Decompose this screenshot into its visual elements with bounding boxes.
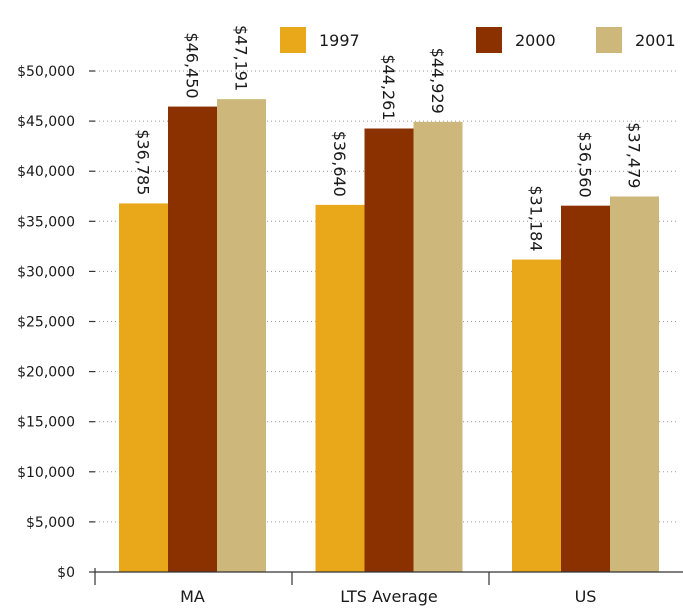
legend-swatch: [280, 27, 306, 53]
bar: [512, 259, 561, 572]
data-label: $31,184: [527, 185, 546, 251]
bars: [119, 99, 659, 573]
legend-label: 2000: [515, 31, 556, 50]
y-tick-label: $35,000: [17, 214, 75, 230]
y-tick-label: $10,000: [17, 465, 75, 481]
y-tick-label: $25,000: [17, 315, 75, 331]
legend-swatch: [596, 27, 622, 53]
bar: [168, 106, 217, 573]
data-label: $37,479: [625, 122, 644, 188]
y-tick-label: $45,000: [17, 114, 75, 130]
y-tick-label: $30,000: [17, 264, 75, 280]
data-label: $44,929: [428, 48, 447, 114]
data-label: $44,261: [379, 54, 398, 120]
bar: [413, 121, 463, 573]
y-axis-ticks: $0 $5,000 $10,000 $15,000 $20,000 $25,000 $30,…: [17, 64, 95, 581]
data-label: $46,450: [183, 32, 202, 98]
bar: [119, 203, 168, 572]
y-tick-label: $15,000: [17, 415, 75, 431]
data-labels: $36,785 $46,450 $47,191 $36,640 $44,261 $44,9…: [134, 25, 644, 252]
y-tick-label: $50,000: [17, 64, 75, 80]
x-tick-label: LTS Average: [340, 587, 437, 606]
y-tick-label: $40,000: [17, 164, 75, 180]
bar: [217, 99, 266, 572]
y-tick-label: $20,000: [17, 365, 75, 381]
bar: [610, 196, 659, 572]
data-label: $36,560: [576, 131, 595, 197]
x-tick-label: MA: [180, 587, 205, 606]
legend-label: 1997: [319, 31, 360, 50]
legend: 1997 2000 2001: [280, 27, 676, 53]
y-tick-label: $5,000: [26, 515, 75, 531]
data-label: $47,191: [232, 25, 251, 91]
y-tick-label: $0: [57, 565, 75, 581]
bar: [315, 204, 365, 573]
x-axis: [94, 568, 683, 585]
category-labels: MA LTS Average US: [180, 587, 596, 606]
legend-swatch: [476, 27, 502, 53]
data-label: $36,640: [330, 131, 349, 197]
data-label: $36,785: [134, 129, 153, 195]
legend-label: 2001: [635, 31, 676, 50]
bar: [561, 205, 610, 572]
bar: [364, 128, 414, 573]
x-tick-label: US: [575, 587, 597, 606]
